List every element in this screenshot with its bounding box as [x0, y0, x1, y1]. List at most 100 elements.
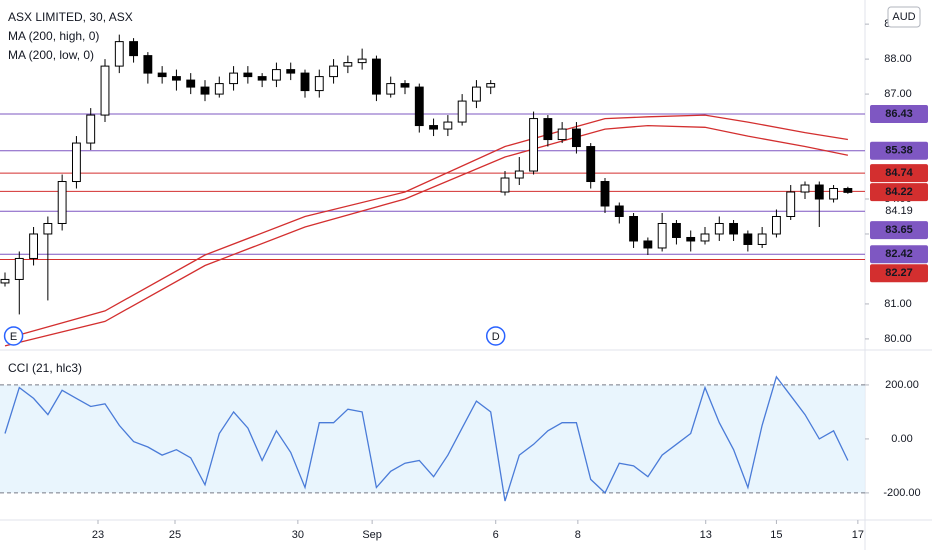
- candle-body: [329, 65, 338, 78]
- y-tick-label: 87.00: [884, 88, 912, 100]
- price-label: 84.22: [885, 186, 913, 198]
- price-label: 84.19: [885, 205, 913, 217]
- price-label-bg: [870, 164, 928, 183]
- line: [4, 124, 849, 347]
- x-tick-label: Sep: [362, 529, 382, 541]
- candle-body: [243, 72, 253, 78]
- candle-body: [272, 69, 281, 81]
- candle-body: [572, 128, 581, 148]
- candle-body: [786, 191, 796, 217]
- candle-body: [100, 65, 110, 116]
- price-label-bg: [870, 183, 928, 202]
- candle-body: [172, 76, 181, 81]
- candle-body: [486, 83, 496, 88]
- candle-body: [843, 188, 853, 193]
- candle-body: [300, 72, 310, 92]
- price-label-bg: [870, 141, 928, 160]
- price-label: 85.38: [885, 145, 913, 157]
- candle-body: [343, 62, 353, 67]
- candle-body: [57, 181, 67, 224]
- candle-body: [629, 215, 639, 242]
- candle-body: [400, 83, 410, 88]
- x-tick-label: 17: [852, 529, 864, 541]
- price-label-bg: [870, 221, 928, 240]
- candle-body: [129, 41, 138, 57]
- y-tick-label: 80.00: [884, 333, 912, 345]
- candle-body: [772, 215, 781, 235]
- candle-body: [372, 58, 381, 95]
- price-label: 83.65: [885, 224, 913, 236]
- price-label: 86.43: [885, 108, 913, 120]
- candle-body: [257, 76, 267, 81]
- price-label-bg: [870, 105, 928, 124]
- candle-body: [457, 100, 467, 123]
- event-badge: [485, 326, 506, 346]
- x-tick-label: 15: [770, 529, 782, 541]
- candle-body: [86, 114, 96, 144]
- candle-body: [814, 184, 824, 200]
- candle-body: [672, 222, 681, 238]
- candle-body: [357, 58, 367, 64]
- cci-band: [0, 384, 865, 493]
- candle-body: [829, 188, 839, 200]
- candle-body: [14, 257, 24, 280]
- candle-body: [472, 86, 481, 102]
- candle-body: [500, 177, 510, 193]
- candle-body: [714, 222, 724, 235]
- candle-body: [429, 125, 438, 130]
- candle-body: [800, 184, 810, 193]
- x-tick-label: 25: [169, 529, 181, 541]
- legend-entry: MA (200, high, 0): [8, 29, 99, 43]
- candle-body: [614, 205, 624, 217]
- candle-body: [72, 142, 81, 183]
- legend-entry: MA (200, low, 0): [8, 48, 94, 62]
- x-tick-label: 8: [575, 529, 581, 541]
- x-tick-label: 6: [493, 529, 499, 541]
- price-label: 84.74: [885, 167, 913, 179]
- candle-body: [743, 233, 753, 245]
- x-tick-label: 23: [92, 529, 104, 541]
- candle-body: [514, 170, 524, 179]
- chart-title: ASX LIMITED, 30, ASX: [8, 10, 133, 24]
- candle-body: [114, 41, 124, 67]
- y-tick-label: 81.00: [884, 298, 912, 310]
- candle-body: [229, 72, 238, 85]
- candle-body: [600, 181, 610, 207]
- candle-body: [543, 118, 553, 141]
- candle-body: [757, 233, 767, 245]
- line: [4, 375, 849, 502]
- currency-box: [887, 6, 921, 28]
- x-tick-label: 30: [292, 529, 304, 541]
- y-tick-label: 200.00: [885, 379, 919, 391]
- candle-body: [657, 222, 667, 249]
- x-tick-label: 13: [700, 529, 712, 541]
- price-label: 82.27: [885, 267, 913, 279]
- line: [4, 114, 849, 340]
- candle-body: [43, 222, 53, 235]
- candle-body: [286, 69, 296, 74]
- y-tick-label: 0.00: [891, 433, 912, 445]
- candle-body: [557, 128, 567, 141]
- candle-body: [200, 86, 210, 95]
- candle-body: [586, 146, 596, 183]
- price-label-bg: [870, 245, 928, 264]
- event-label: E: [10, 331, 17, 343]
- price-label-bg: [870, 264, 928, 283]
- candle-body: [529, 118, 539, 172]
- candle-body: [729, 222, 739, 235]
- candle-body: [214, 83, 224, 95]
- cci-title: CCI (21, hlc3): [8, 361, 82, 375]
- candle-body: [443, 121, 453, 130]
- candle-body: [700, 233, 710, 242]
- event-badge: [3, 326, 24, 346]
- event-label: D: [492, 331, 500, 343]
- candle-body: [186, 79, 196, 88]
- y-tick-label: -200.00: [883, 487, 920, 499]
- candle-body: [0, 278, 10, 284]
- candle-body: [157, 72, 167, 78]
- candle-body: [29, 233, 38, 259]
- price-label: 82.42: [885, 248, 913, 260]
- candle-body: [314, 76, 324, 92]
- candle-body: [643, 240, 653, 249]
